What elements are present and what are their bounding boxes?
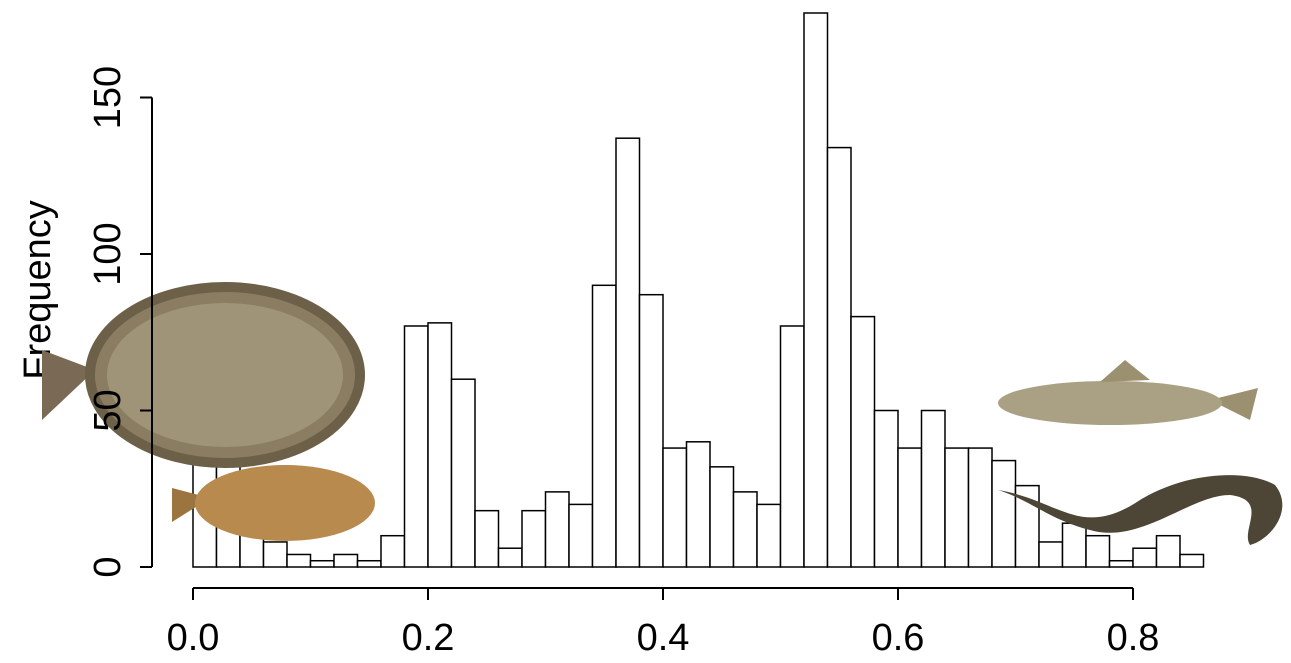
bar: [991, 459, 1017, 568]
bar: [1108, 559, 1134, 568]
bar: [474, 509, 500, 568]
bar: [427, 322, 453, 568]
bar: [944, 447, 970, 568]
bar: [403, 325, 429, 568]
y-axis-title: Frequency: [17, 200, 59, 380]
bar: [732, 491, 758, 568]
haddock: [998, 360, 1258, 425]
y-tick-label: 150: [87, 66, 129, 129]
bar: [1155, 534, 1181, 568]
bar: [1132, 547, 1158, 568]
bar: [756, 503, 782, 568]
x-tick-label: 0.8: [1107, 617, 1160, 659]
bar: [1038, 541, 1064, 568]
bars: [192, 12, 1205, 568]
bar: [521, 509, 547, 568]
flounder: [42, 282, 365, 468]
bar: [850, 315, 876, 568]
x-tick-label: 0.0: [167, 617, 220, 659]
bar: [873, 409, 899, 568]
y-tick-label: 100: [87, 222, 129, 285]
bar: [450, 378, 476, 568]
bar: [309, 559, 335, 568]
bar: [568, 503, 594, 568]
bar: [1061, 522, 1087, 568]
bar: [920, 409, 946, 568]
fish-illustrations: [42, 282, 1283, 545]
bar: [685, 441, 711, 568]
bar: [1179, 553, 1205, 568]
bar: [1014, 484, 1040, 568]
bar: [286, 553, 312, 568]
bar: [826, 146, 852, 568]
axes: 0 50 100 150 0.0 0.2 0.4 0.6 0.8: [87, 66, 1159, 659]
bar: [333, 553, 359, 568]
bar: [497, 547, 523, 568]
bar: [615, 137, 641, 568]
bar: [638, 293, 664, 568]
x-tick-label: 0.4: [637, 617, 690, 659]
bar: [356, 559, 382, 568]
eel: [998, 475, 1283, 545]
bar: [662, 447, 688, 568]
bar: [544, 491, 570, 568]
bar: [380, 534, 406, 568]
bar: [262, 541, 288, 568]
bar: [967, 447, 993, 568]
bar: [591, 284, 617, 568]
x-tick-label: 0.2: [402, 617, 455, 659]
bar: [897, 447, 923, 568]
bar: [1085, 534, 1111, 568]
bar: [709, 466, 735, 568]
y-tick-label: 50: [87, 389, 129, 431]
sole: [172, 465, 375, 541]
y-tick-label: 0: [87, 556, 129, 577]
bar: [779, 325, 805, 568]
bar: [803, 12, 829, 568]
x-tick-label: 0.6: [872, 617, 925, 659]
